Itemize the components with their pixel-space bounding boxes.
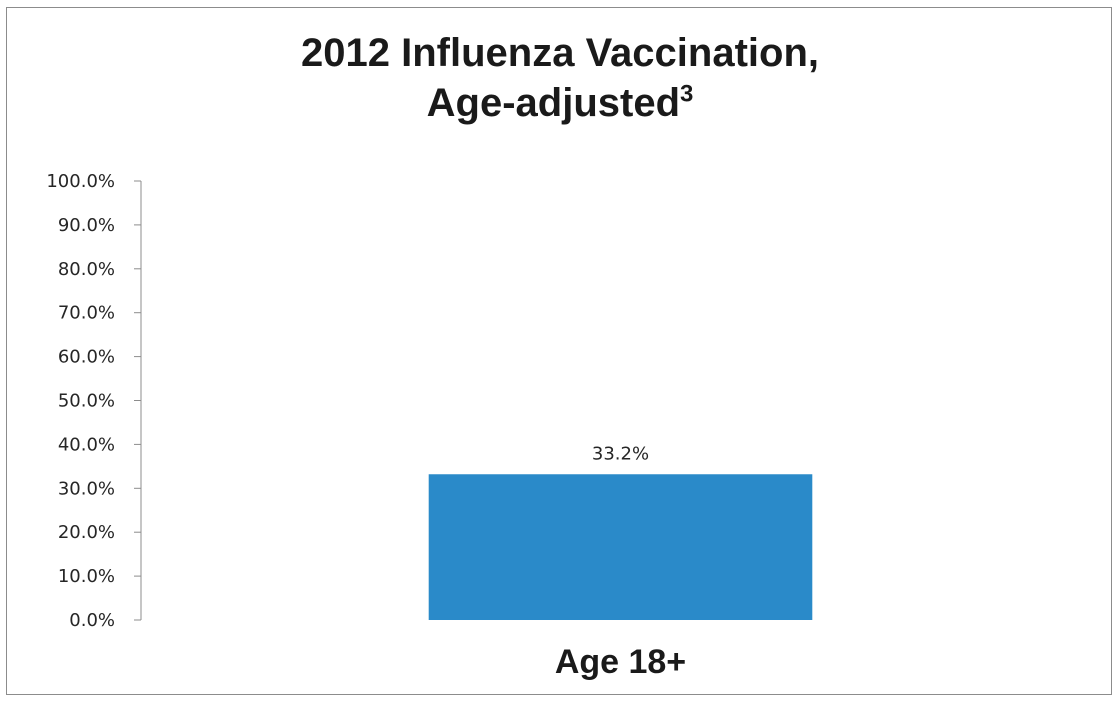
chart-title-text: Age-adjusted — [426, 81, 680, 125]
y-tick-label: 60.0% — [58, 347, 115, 368]
y-tick-label: 10.0% — [58, 566, 115, 587]
y-tick-label: 80.0% — [58, 259, 115, 280]
y-tick-label: 20.0% — [58, 522, 115, 543]
y-tick-label: 90.0% — [58, 215, 115, 236]
x-category-label: Age 18+ — [555, 643, 686, 681]
bar-data-label: 33.2% — [592, 443, 649, 464]
y-tick-label: 70.0% — [58, 303, 115, 324]
chart-title-footnote-marker: 3 — [680, 80, 694, 108]
y-tick-label: 0.0% — [69, 610, 115, 631]
y-tick-label: 100.0% — [46, 171, 115, 192]
y-tick-label: 50.0% — [58, 391, 115, 412]
chart-title-line2: Age-adjusted3 — [0, 78, 1120, 128]
chart-title-line1: 2012 Influenza Vaccination, — [301, 31, 819, 75]
chart-title: 2012 Influenza Vaccination, Age-adjusted… — [0, 28, 1120, 128]
y-tick-label: 40.0% — [58, 434, 115, 455]
y-tick-label: 30.0% — [58, 478, 115, 499]
bar — [428, 474, 813, 620]
